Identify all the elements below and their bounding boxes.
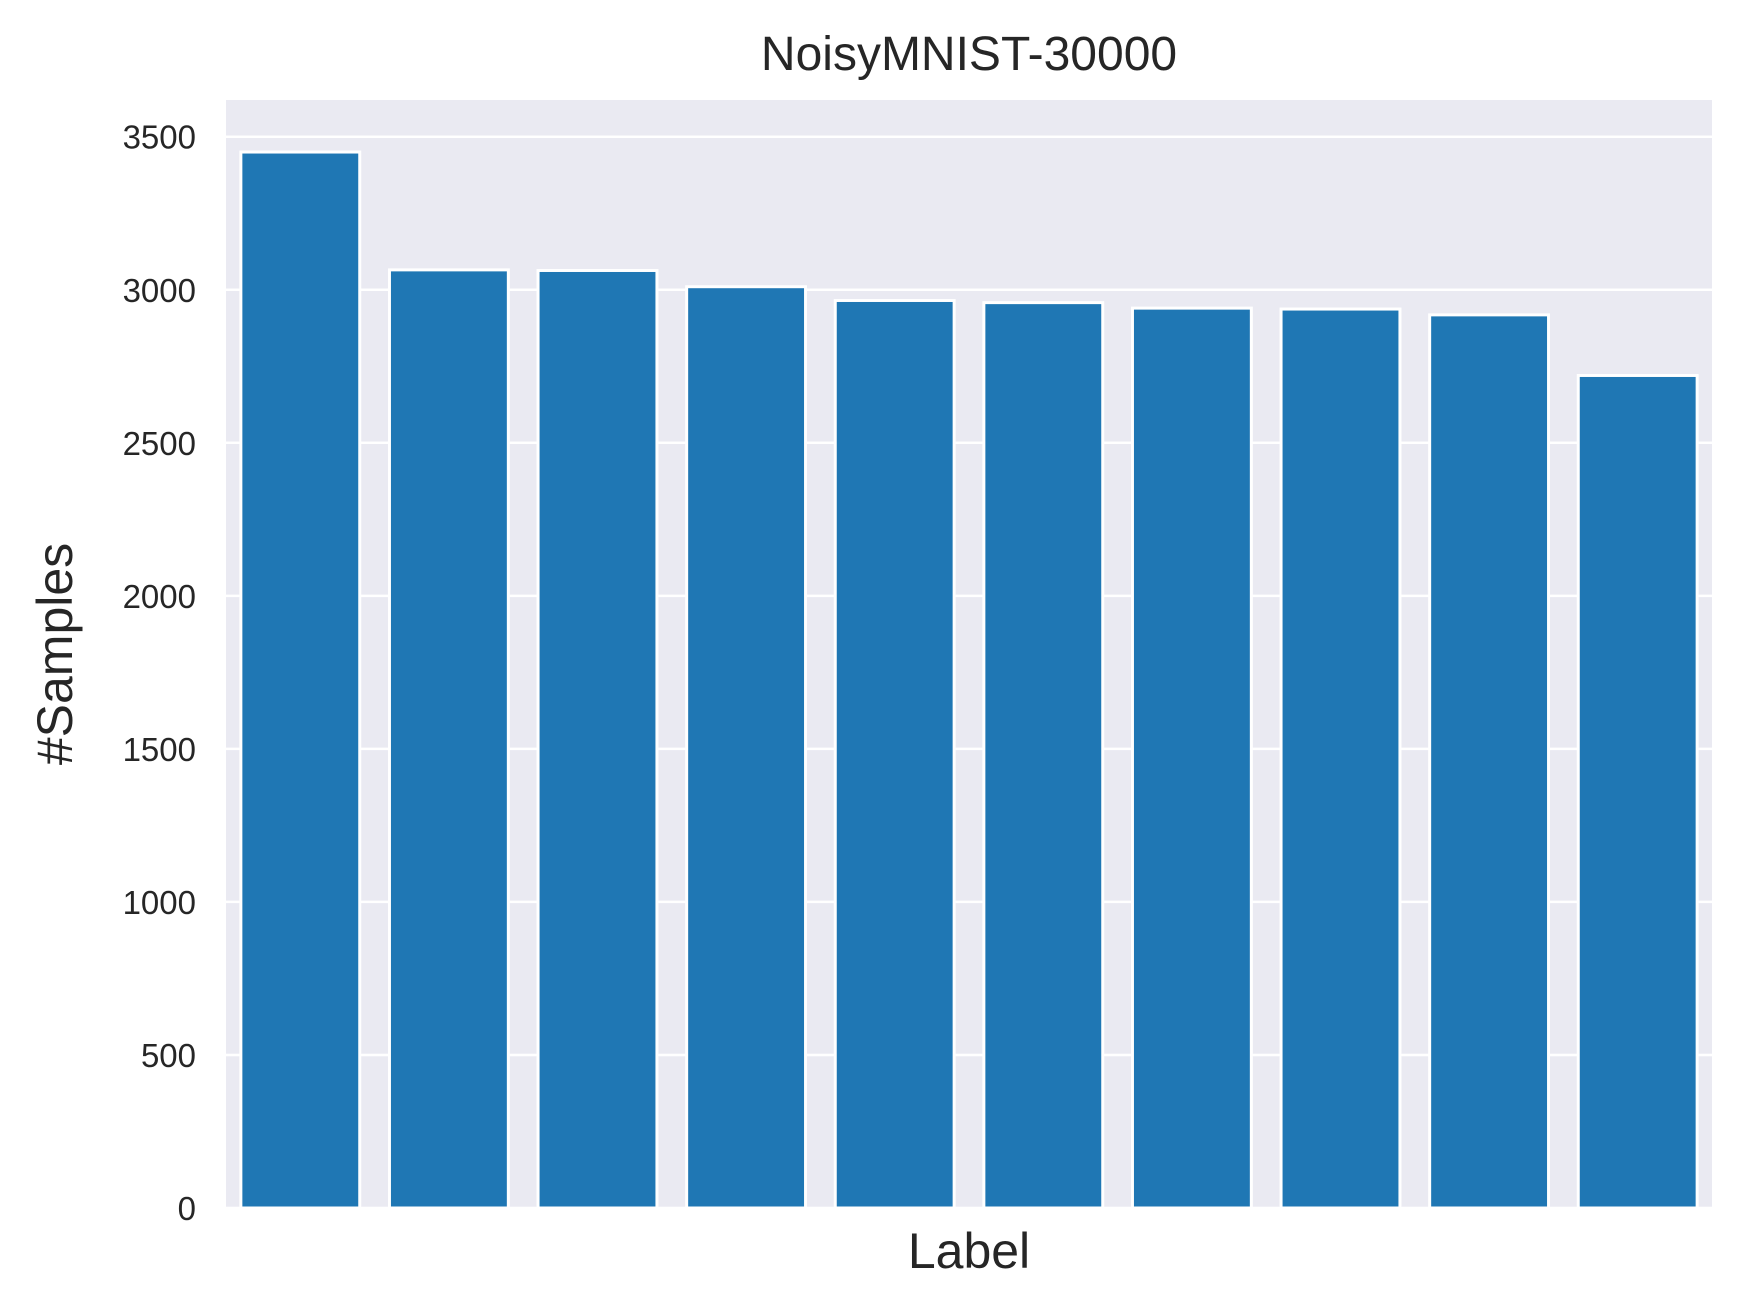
bar — [387, 268, 510, 1210]
y-tick-label: 500 — [141, 1037, 196, 1074]
bar — [1130, 306, 1253, 1210]
bar — [239, 150, 362, 1210]
bar — [685, 285, 808, 1210]
bars — [239, 150, 1699, 1210]
bar — [536, 268, 659, 1210]
y-tick-label: 0 — [178, 1190, 196, 1227]
y-tick-label: 2000 — [123, 578, 196, 615]
chart-title: NoisyMNIST-30000 — [761, 28, 1177, 81]
y-tick-label: 3500 — [123, 119, 196, 156]
y-tick-label: 1000 — [123, 884, 196, 921]
y-axis-ticks: 0 500 1000 1500 2000 2500 3000 3500 — [123, 119, 196, 1227]
bar — [982, 301, 1105, 1210]
bar — [1428, 313, 1551, 1210]
bar — [1279, 307, 1402, 1210]
y-axis-label: #Samples — [27, 543, 83, 765]
y-tick-label: 3000 — [123, 272, 196, 309]
y-tick-label: 2500 — [123, 425, 196, 462]
x-axis-label: Label — [908, 1223, 1030, 1279]
bar — [833, 298, 956, 1210]
bar — [1576, 373, 1699, 1210]
y-tick-label: 1500 — [123, 731, 196, 768]
